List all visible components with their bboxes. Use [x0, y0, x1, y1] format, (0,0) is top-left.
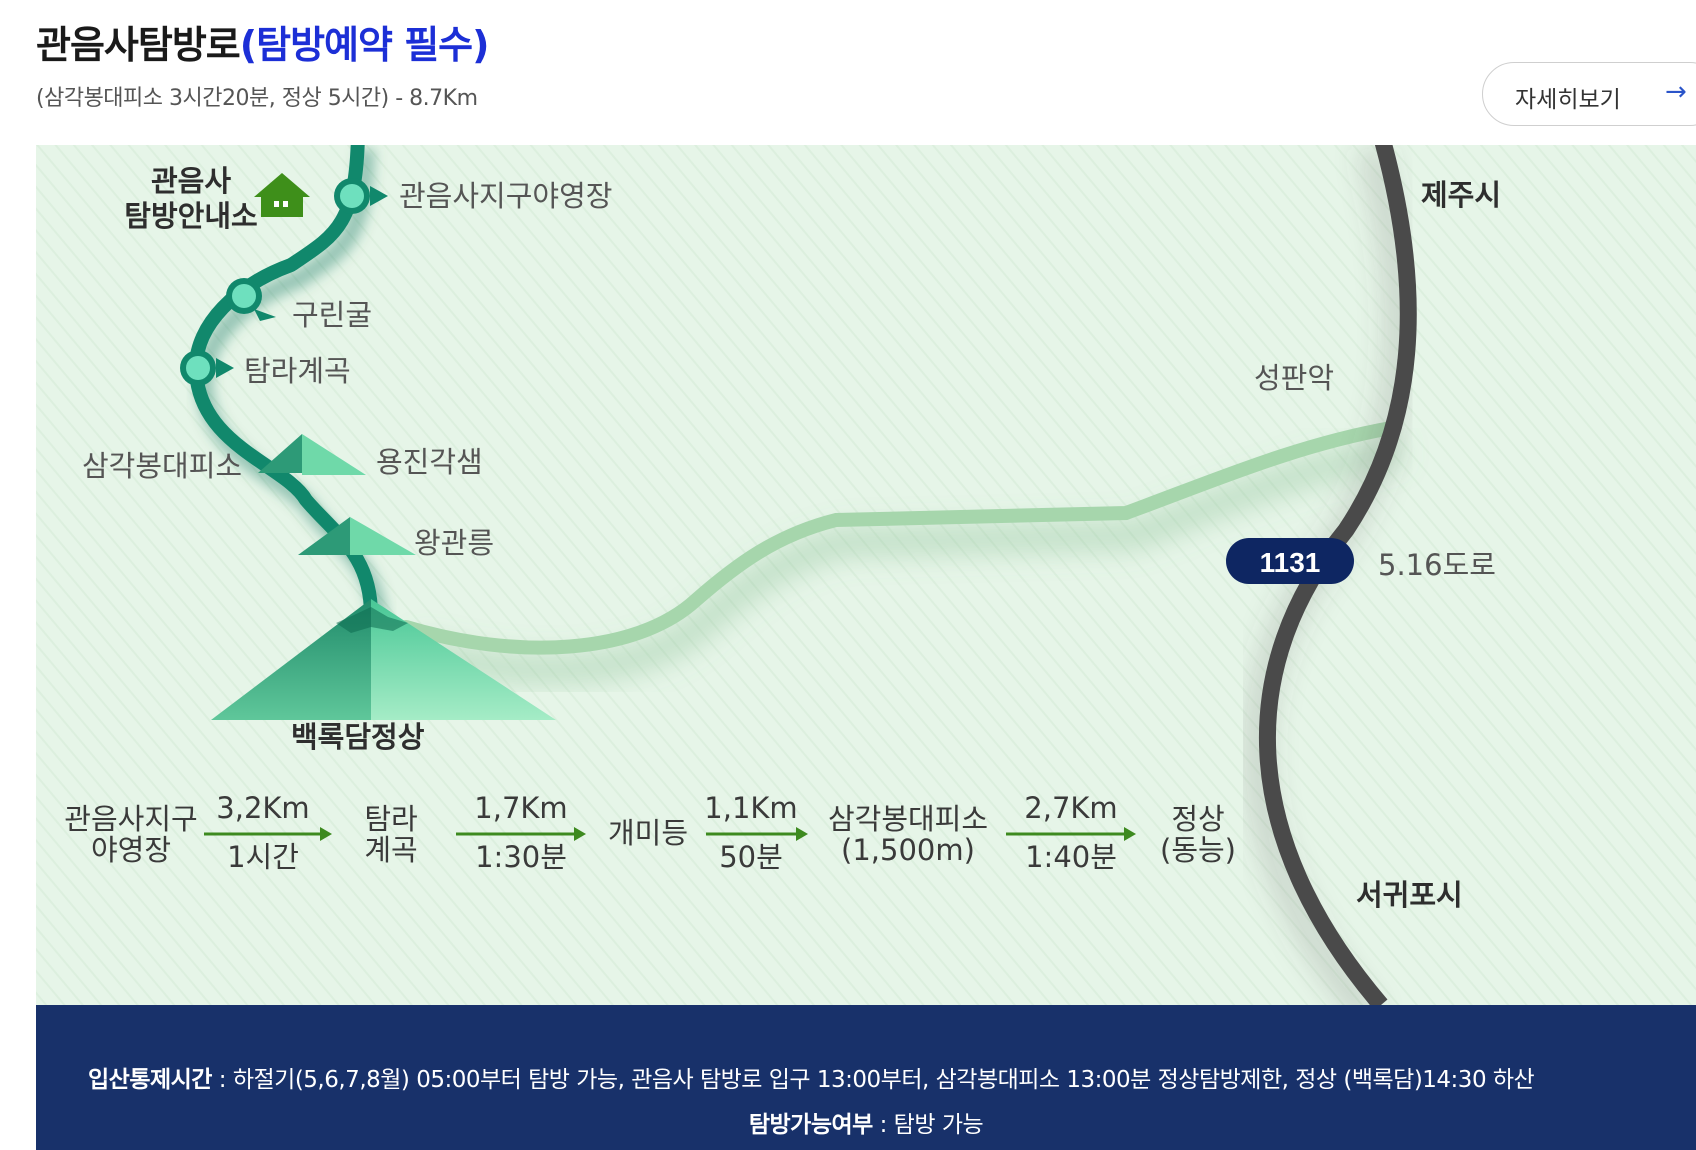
seongpanak-trail-shadow: [410, 437, 1402, 683]
yongjin-peak: [258, 434, 366, 475]
route-seg-4-time: 1:40분: [1025, 840, 1117, 874]
detail-view-button[interactable]: 자세히보기 →: [1482, 62, 1696, 126]
label-wanggwan: 왕관릉: [414, 526, 494, 560]
label-campground: 관음사지구야영장: [399, 179, 612, 213]
route-stop-3-line1: 개미등: [608, 816, 688, 850]
label-seogwipo-city: 서귀포시: [1356, 878, 1463, 912]
label-jeju-city: 제주시: [1421, 178, 1501, 212]
route-1131-badge: 1131: [1226, 538, 1354, 584]
road-516: [1258, 145, 1417, 1005]
label-yongjin: 용진각샘: [376, 445, 483, 479]
route-stop-4-line1: 삼각봉대피소: [828, 802, 988, 836]
route-stop-1-line1: 관음사지구: [64, 802, 197, 836]
arrow-right-icon: →: [1665, 77, 1687, 107]
label-tamra-valley: 탐라계곡: [244, 354, 351, 388]
route-seg-1-arrowhead: [320, 827, 332, 841]
route-seg-4-arrowhead: [1124, 827, 1136, 841]
route-stop-2-line2: 계곡: [364, 833, 417, 867]
route-stop-5-line2: (동능): [1160, 833, 1236, 867]
route-seg-2-arrowhead: [574, 827, 586, 841]
route-seg-1-distance: 3,2Km: [216, 791, 309, 825]
entry-control-line: 입산통제시간 : 하절기(5,6,7,8월) 05:00부터 탐방 가능, 관음…: [36, 1060, 1696, 1094]
info-center-label-1: 관음사: [151, 164, 231, 198]
house-icon: [254, 173, 310, 217]
label-road-name: 5.16도로: [1378, 548, 1496, 582]
info-center-label-2: 탐방안내소: [124, 199, 257, 233]
title-main: 관음사탐방로: [36, 23, 241, 67]
label-seongpanak: 성판악: [1254, 361, 1334, 395]
trail-info-bar: 입산통제시간 : 하절기(5,6,7,8월) 05:00부터 탐방 가능, 관음…: [36, 1005, 1696, 1150]
waypoint-marker-tamra-valley: [180, 350, 234, 386]
route-stop-5-line1: 정상: [1171, 802, 1224, 836]
baengnokdam-summit: [211, 599, 556, 720]
route-summary: 관음사지구 야영장 3,2Km 1시간 탐라 계곡 1,7Km 1:30분 개미…: [64, 791, 1236, 874]
route-stop-4-line2: (1,500m): [841, 833, 975, 867]
seongpanak-trail: [399, 421, 1398, 655]
page-title: 관음사탐방로(탐방예약 필수): [36, 14, 489, 69]
entry-control-label: 입산통제시간: [88, 1067, 212, 1093]
route-number: 1131: [1260, 547, 1321, 578]
route-seg-2-distance: 1,7Km: [474, 791, 567, 825]
trail-status-text: : 탐방 가능: [872, 1112, 984, 1138]
route-seg-3-distance: 1,1Km: [704, 791, 797, 825]
route-seg-3-time: 50분: [719, 840, 783, 874]
label-shelter: 삼각봉대피소: [82, 449, 242, 483]
route-seg-1-time: 1시간: [227, 840, 299, 874]
label-gurin-cave: 구린굴: [292, 298, 372, 332]
waypoint-marker-gurin-cave: [226, 278, 276, 321]
trail-status-label: 탐방가능여부: [748, 1112, 873, 1138]
wanggwan-peak: [298, 517, 416, 555]
trail-map: 1131 관음사 탐방안내소 관음사지구야영장 구린굴 탐라계곡 삼각봉대피소 …: [36, 145, 1696, 1005]
label-summit: 백록담정상: [291, 720, 425, 754]
route-seg-4-distance: 2,7Km: [1024, 791, 1117, 825]
route-seg-3-arrowhead: [796, 827, 808, 841]
route-stop-2-line1: 탐라: [364, 802, 417, 836]
waypoint-marker-campground: [334, 178, 388, 214]
entry-control-text: : 하절기(5,6,7,8월) 05:00부터 탐방 가능, 관음사 탐방로 입…: [211, 1067, 1535, 1093]
detail-view-label: 자세히보기: [1515, 87, 1621, 113]
map-background: [36, 145, 1696, 1005]
trail-status-line: 탐방가능여부 : 탐방 가능: [36, 1105, 1696, 1139]
title-reservation-note: (탐방예약 필수): [239, 23, 490, 67]
course-summary: (삼각봉대피소 3시간20분, 정상 5시간) - 8.7Km: [36, 86, 478, 111]
route-seg-2-time: 1:30분: [475, 840, 567, 874]
route-stop-1-line2: 야영장: [91, 833, 171, 867]
